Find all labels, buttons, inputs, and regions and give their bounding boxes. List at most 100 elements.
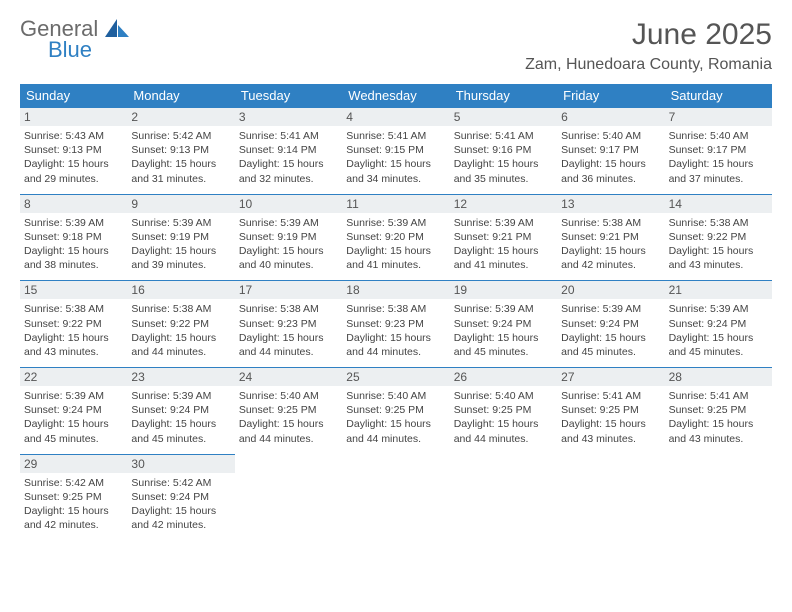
daylight-label: Daylight: <box>24 245 68 257</box>
day-number: 23 <box>127 368 234 386</box>
sunset-value: 9:25 PM <box>385 404 424 416</box>
sunrise-value: 5:39 AM <box>388 217 427 229</box>
sunrise-value: 5:38 AM <box>280 303 319 315</box>
day-number: 7 <box>665 108 772 126</box>
sunset-value: 9:18 PM <box>63 231 102 243</box>
sunrise-label: Sunrise: <box>239 303 280 315</box>
sunset-value: 9:22 PM <box>170 318 209 330</box>
weekday-label: Wednesday <box>342 84 449 107</box>
sunset-label: Sunset: <box>454 144 493 156</box>
sunset-value: 9:24 PM <box>492 318 531 330</box>
daylight-label: Daylight: <box>669 418 713 430</box>
day-info: Sunrise: 5:39 AMSunset: 9:19 PMDaylight:… <box>131 216 230 273</box>
daylight-label: Daylight: <box>131 158 175 170</box>
sunrise-label: Sunrise: <box>454 130 495 142</box>
sunset-value: 9:24 PM <box>63 404 102 416</box>
sunset-value: 9:16 PM <box>492 144 531 156</box>
day-cell: 4Sunrise: 5:41 AMSunset: 9:15 PMDaylight… <box>342 107 449 194</box>
day-info: Sunrise: 5:39 AMSunset: 9:24 PMDaylight:… <box>561 302 660 359</box>
daylight-label: Daylight: <box>239 245 283 257</box>
daylight-label: Daylight: <box>561 158 605 170</box>
day-info: Sunrise: 5:39 AMSunset: 9:24 PMDaylight:… <box>24 389 123 446</box>
day-info: Sunrise: 5:39 AMSunset: 9:24 PMDaylight:… <box>669 302 768 359</box>
sunset-value: 9:13 PM <box>63 144 102 156</box>
day-number: 16 <box>127 281 234 299</box>
sunrise-value: 5:42 AM <box>173 477 212 489</box>
sunrise-label: Sunrise: <box>24 130 65 142</box>
sunset-label: Sunset: <box>454 404 493 416</box>
day-info: Sunrise: 5:40 AMSunset: 9:25 PMDaylight:… <box>454 389 553 446</box>
sunset-value: 9:14 PM <box>277 144 316 156</box>
day-info: Sunrise: 5:39 AMSunset: 9:24 PMDaylight:… <box>454 302 553 359</box>
day-cell: 13 Sunrise: 5:38 AMSunset: 9:21 PMDayligh… <box>557 194 664 281</box>
sunrise-label: Sunrise: <box>24 390 65 402</box>
title-block: June 2025 Zam, Hunedoara County, Romania <box>525 18 772 74</box>
day-info: Sunrise: 5:38 AMSunset: 9:22 PMDaylight:… <box>24 302 123 359</box>
empty-cell <box>235 454 342 541</box>
daylight-label: Daylight: <box>24 158 68 170</box>
sunrise-value: 5:39 AM <box>280 217 319 229</box>
sunrise-label: Sunrise: <box>346 217 387 229</box>
day-info: Sunrise: 5:39 AMSunset: 9:24 PMDaylight:… <box>131 389 230 446</box>
sunrise-label: Sunrise: <box>131 477 172 489</box>
daylight-label: Daylight: <box>454 245 498 257</box>
weekday-header: Sunday Monday Tuesday Wednesday Thursday… <box>20 84 772 107</box>
day-number: 5 <box>450 108 557 126</box>
sunrise-value: 5:42 AM <box>173 130 212 142</box>
daylight-label: Daylight: <box>239 158 283 170</box>
sunset-label: Sunset: <box>239 318 278 330</box>
daylight-label: Daylight: <box>24 505 68 517</box>
day-cell: 23 Sunrise: 5:39 AMSunset: 9:24 PMDayligh… <box>127 367 234 454</box>
sunset-value: 9:19 PM <box>277 231 316 243</box>
day-info: Sunrise: 5:40 AMSunset: 9:17 PMDaylight:… <box>561 129 660 186</box>
daylight-label: Daylight: <box>346 245 390 257</box>
sunset-label: Sunset: <box>24 491 63 503</box>
sunrise-value: 5:38 AM <box>173 303 212 315</box>
day-number: 27 <box>557 368 664 386</box>
day-cell: 3Sunrise: 5:41 AMSunset: 9:14 PMDaylight… <box>235 107 342 194</box>
day-info: Sunrise: 5:39 AMSunset: 9:18 PMDaylight:… <box>24 216 123 273</box>
sunset-label: Sunset: <box>131 144 170 156</box>
day-number: 10 <box>235 195 342 213</box>
day-number: 13 <box>557 195 664 213</box>
day-number: 9 <box>127 195 234 213</box>
sunrise-value: 5:39 AM <box>495 217 534 229</box>
sunrise-label: Sunrise: <box>561 390 602 402</box>
sunset-value: 9:17 PM <box>600 144 639 156</box>
sunset-label: Sunset: <box>239 404 278 416</box>
sunrise-label: Sunrise: <box>346 390 387 402</box>
sunrise-label: Sunrise: <box>454 217 495 229</box>
day-cell: 5Sunrise: 5:41 AMSunset: 9:16 PMDaylight… <box>450 107 557 194</box>
day-cell: 24Sunrise: 5:40 AMSunset: 9:25 PMDayligh… <box>235 367 342 454</box>
day-info: Sunrise: 5:41 AMSunset: 9:15 PMDaylight:… <box>346 129 445 186</box>
weekday-label: Saturday <box>665 84 772 107</box>
day-info: Sunrise: 5:43 AMSunset: 9:13 PMDaylight:… <box>24 129 123 186</box>
sunrise-label: Sunrise: <box>561 217 602 229</box>
sunrise-label: Sunrise: <box>131 303 172 315</box>
sunset-value: 9:25 PM <box>492 404 531 416</box>
day-number: 28 <box>665 368 772 386</box>
month-title: June 2025 <box>525 18 772 52</box>
sunset-label: Sunset: <box>454 231 493 243</box>
sunset-value: 9:25 PM <box>600 404 639 416</box>
sunset-label: Sunset: <box>239 144 278 156</box>
sunrise-value: 5:39 AM <box>710 303 749 315</box>
day-cell: 29Sunrise: 5:42 AMSunset: 9:25 PMDayligh… <box>20 454 127 541</box>
daylight-label: Daylight: <box>131 418 175 430</box>
sunset-label: Sunset: <box>24 231 63 243</box>
day-cell: 9 Sunrise: 5:39 AMSunset: 9:19 PMDaylight… <box>127 194 234 281</box>
weekday-label: Tuesday <box>235 84 342 107</box>
sunrise-label: Sunrise: <box>454 303 495 315</box>
day-number: 11 <box>342 195 449 213</box>
weekday-label: Thursday <box>450 84 557 107</box>
day-number: 26 <box>450 368 557 386</box>
sunset-label: Sunset: <box>669 404 708 416</box>
daylight-label: Daylight: <box>131 332 175 344</box>
sunset-label: Sunset: <box>24 318 63 330</box>
day-number: 20 <box>557 281 664 299</box>
day-info: Sunrise: 5:42 AMSunset: 9:24 PMDaylight:… <box>131 476 230 533</box>
day-info: Sunrise: 5:38 AMSunset: 9:21 PMDaylight:… <box>561 216 660 273</box>
sunset-label: Sunset: <box>131 318 170 330</box>
day-info: Sunrise: 5:40 AMSunset: 9:17 PMDaylight:… <box>669 129 768 186</box>
daylight-label: Daylight: <box>454 332 498 344</box>
